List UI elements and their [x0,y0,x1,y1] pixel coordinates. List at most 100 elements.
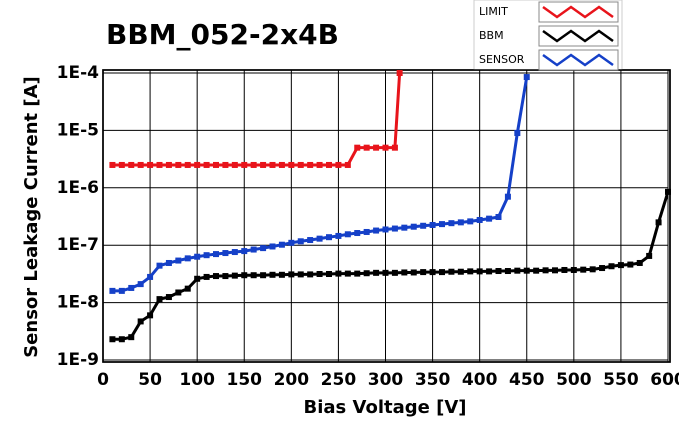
plot-area [102,69,671,363]
x-tick-label: 300 [368,370,404,390]
data-point [326,161,332,168]
chart-title: BBM_052-2x4B [106,18,339,51]
data-point [231,161,238,168]
x-tick-label: 150 [227,370,263,390]
y-tick-label: 1E-4 [57,63,99,83]
x-tick-label: 50 [138,370,162,390]
data-point [137,161,144,168]
data-point [523,267,530,274]
data-point [533,267,540,274]
data-point [373,227,380,234]
data-point [495,213,502,220]
data-point [297,271,304,278]
legend-label: BBM [479,29,504,42]
data-point [542,267,549,274]
data-point [147,273,154,280]
data-point [486,215,493,222]
y-tick-label: 1E-7 [57,235,99,255]
data-point [617,262,624,269]
data-point [344,231,351,238]
data-point [363,270,370,277]
x-axis-label: Bias Voltage [V] [304,397,467,418]
data-point [391,144,398,151]
data-point [514,130,521,137]
data-point [278,161,285,168]
data-point [137,318,144,325]
data-point [363,228,370,235]
data-point [410,269,417,276]
data-point [118,287,125,294]
data-point [391,225,398,232]
data-point [457,219,464,226]
data-point [297,238,304,245]
data-point [504,268,511,275]
data-point [241,272,248,279]
data-point [439,269,445,276]
data-point [118,336,125,343]
data-point [655,219,662,226]
data-point [665,188,671,195]
data-point [288,239,295,246]
data-point [260,161,267,168]
data-point [307,271,314,278]
y-tick-label: 1E-5 [57,120,99,140]
data-point [137,281,144,288]
x-tick-label: 500 [556,370,592,390]
data-point [194,161,201,168]
x-tick-label: 450 [509,370,545,390]
x-tick-label: 600 [650,370,679,390]
data-point [373,269,380,276]
data-point [316,235,323,242]
data-point [156,296,163,303]
data-point [335,270,342,277]
data-point [147,161,154,168]
data-point [514,267,521,274]
legend-label: LIMIT [479,5,508,18]
data-point [250,246,257,253]
data-point [288,271,295,278]
data-point [608,263,615,270]
data-point [147,312,154,319]
data-point [203,161,210,168]
y-axis-label: Sensor Leakage Current [A] [21,76,42,358]
data-point [269,271,276,278]
data-point [382,269,389,276]
data-point [354,270,361,277]
data-point [307,161,314,168]
data-point [420,269,427,276]
data-point [165,259,172,266]
data-point [222,250,229,257]
data-point [486,268,493,275]
data-point [391,269,398,276]
data-point [396,70,403,76]
data-point [213,251,219,258]
data-point [156,262,163,269]
data-point [260,245,267,252]
data-point [203,252,210,259]
data-point [241,248,248,255]
data-point [128,334,135,341]
data-point [278,271,285,278]
data-point [109,287,116,294]
data-point [504,193,511,200]
x-tick-label: 400 [462,370,498,390]
data-point [203,273,210,280]
data-point [363,144,370,151]
legend-swatch [542,5,614,19]
data-point [316,161,323,168]
data-point [156,161,163,168]
data-point [354,230,361,237]
y-tick-label: 1E-8 [57,293,99,313]
data-point [420,222,427,229]
data-point [448,268,455,275]
data-point [269,243,276,250]
data-point [523,74,530,81]
data-point [326,270,332,277]
data-point [646,252,653,259]
x-tick-label: 0 [97,370,109,390]
data-point [165,294,172,301]
data-point [184,285,191,292]
data-point [599,265,606,272]
data-point [476,268,483,275]
